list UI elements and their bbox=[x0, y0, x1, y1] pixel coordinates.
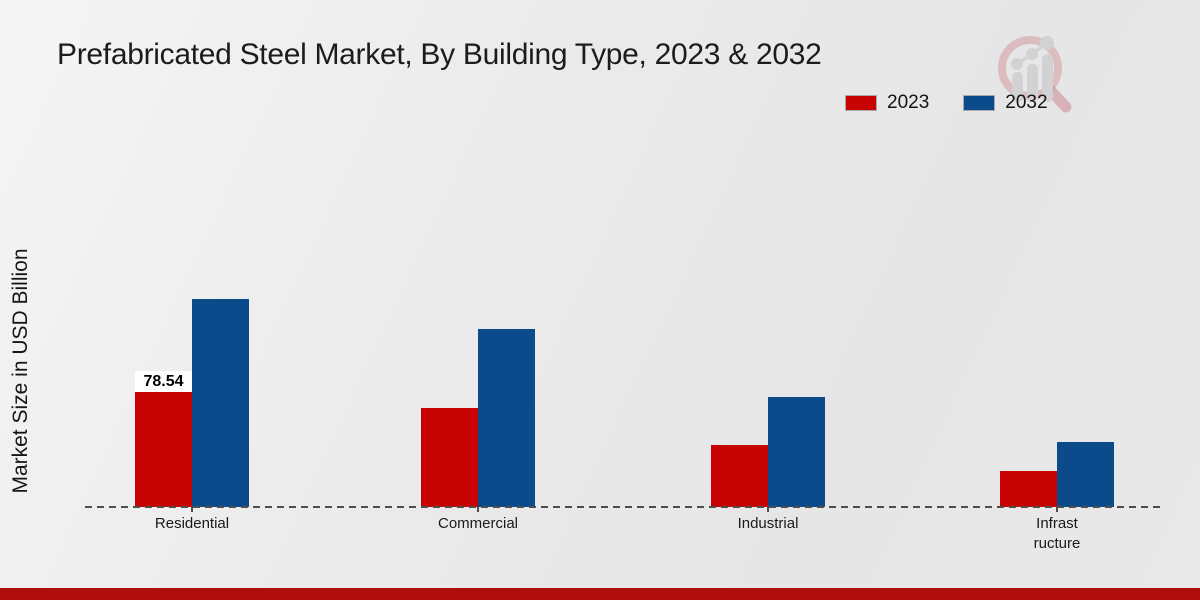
legend-swatch-2023 bbox=[845, 95, 877, 111]
legend-item-2023: 2023 bbox=[845, 92, 929, 114]
x-tick-residential bbox=[191, 507, 193, 512]
chart-title: Prefabricated Steel Market, By Building … bbox=[57, 38, 822, 71]
x-tick-industrial bbox=[767, 507, 769, 512]
legend-item-2032: 2032 bbox=[963, 92, 1048, 114]
bar-industrial-2032 bbox=[768, 397, 825, 507]
bar-commercial-2023 bbox=[421, 408, 478, 507]
bar-industrial-2023 bbox=[711, 445, 768, 507]
legend-label-2032: 2032 bbox=[1005, 92, 1048, 113]
bar-value-label-residential-2023: 78.54 bbox=[135, 371, 192, 392]
x-tick-commercial bbox=[477, 507, 479, 512]
bar-infrastructure-2023 bbox=[1000, 471, 1057, 507]
legend-label-2023: 2023 bbox=[887, 92, 930, 113]
category-label-residential: Residential bbox=[154, 515, 230, 532]
footer-accent-bar bbox=[0, 588, 1200, 600]
legend-swatch-2032 bbox=[963, 95, 996, 111]
category-label-commercial: Commercial bbox=[437, 515, 518, 532]
bar-commercial-2032 bbox=[478, 329, 535, 507]
legend: 2023 2032 bbox=[845, 92, 1048, 114]
bar-residential-2023 bbox=[135, 392, 192, 507]
category-label-industrial: Industrial bbox=[737, 515, 799, 532]
category-label-infrastructure: Infrast ructure bbox=[1033, 515, 1081, 552]
x-tick-infrastructure bbox=[1056, 507, 1058, 512]
x-axis-baseline bbox=[85, 506, 1163, 508]
bar-residential-2032 bbox=[192, 299, 249, 507]
bar-infrastructure-2032 bbox=[1057, 442, 1114, 507]
magnifier-chart-logo-icon bbox=[998, 36, 1072, 113]
